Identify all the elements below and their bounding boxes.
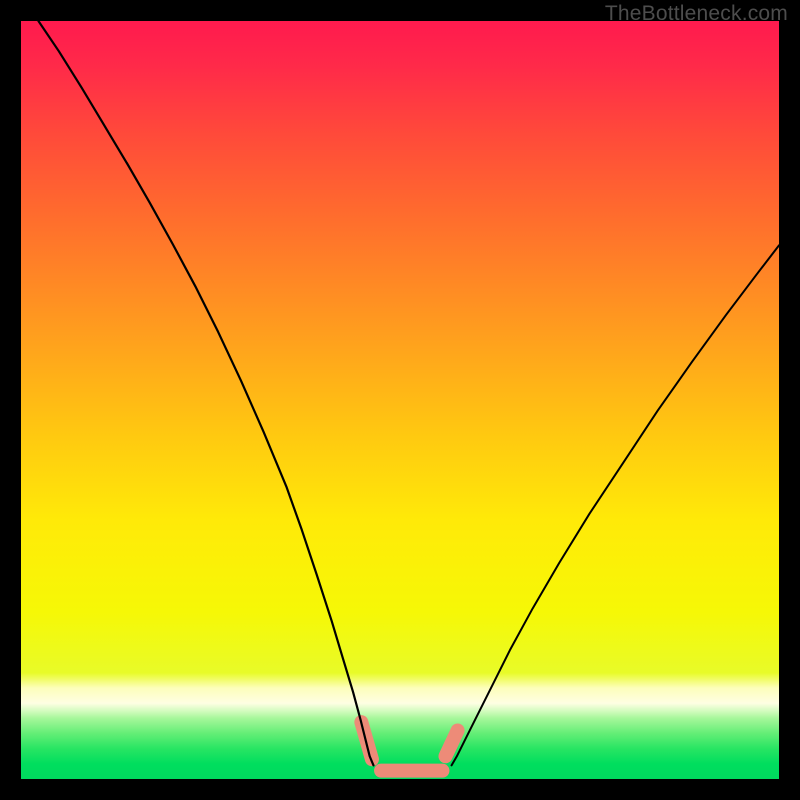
plot-background (21, 21, 779, 779)
figure-frame: TheBottleneck.com (0, 0, 800, 800)
watermark-text: TheBottleneck.com (605, 2, 788, 26)
